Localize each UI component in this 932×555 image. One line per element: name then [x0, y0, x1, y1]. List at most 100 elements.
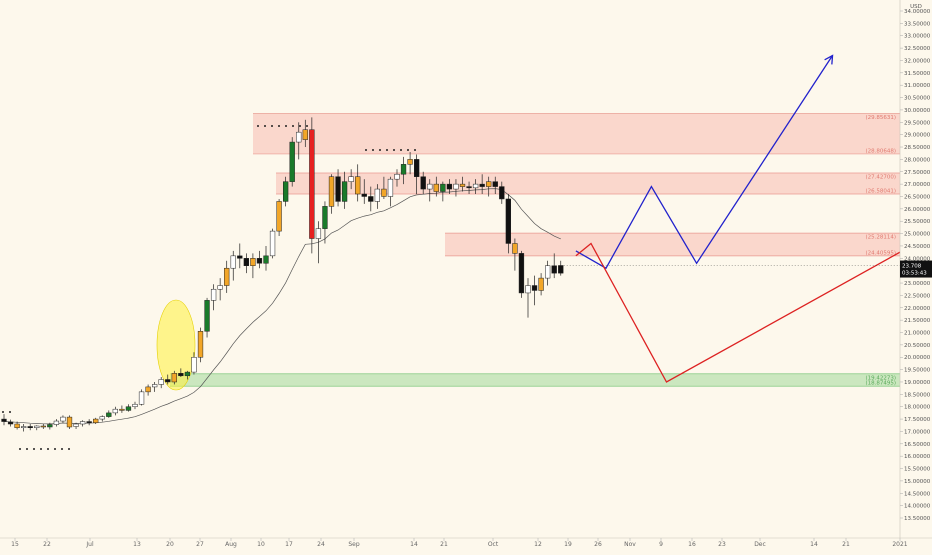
equal-highs-dots	[414, 149, 416, 151]
y-tick-label: 17.50000	[904, 417, 931, 423]
x-tick-label: Sep	[348, 541, 360, 548]
candle-body	[433, 183, 439, 192]
x-tick-label: Jul	[85, 541, 94, 548]
y-tick-label: 32.50000	[904, 46, 931, 52]
x-tick-label: 23	[718, 541, 726, 548]
candle-body	[394, 173, 400, 180]
candle-body	[210, 288, 217, 301]
candle-body	[119, 408, 125, 411]
y-tick-label: 30.50000	[904, 96, 931, 102]
candle-body	[47, 424, 53, 428]
candle-body	[263, 255, 269, 264]
candle-body	[178, 373, 184, 377]
candle-body	[335, 176, 341, 202]
zone-label-top: (19.42273)	[865, 375, 896, 381]
y-tick-label: 18.50000	[904, 392, 931, 398]
candle-body	[341, 181, 348, 202]
candle-body	[512, 243, 518, 254]
equal-highs-dots	[306, 125, 308, 127]
equal-lows-dots	[54, 448, 56, 450]
y-tick-label: 27.50000	[904, 170, 931, 176]
candle-body	[525, 285, 531, 294]
candle-body	[531, 285, 538, 291]
candle-body	[256, 258, 263, 264]
candle-body	[309, 129, 315, 239]
candle-body	[158, 379, 164, 385]
x-tick-label: 24	[317, 541, 325, 548]
candle-body	[93, 418, 99, 424]
candle-body	[250, 258, 256, 266]
price-tag-value: 23.708	[902, 264, 922, 270]
candle-body	[60, 416, 66, 422]
y-tick-label: 29.00000	[904, 133, 931, 139]
candle-body	[66, 416, 73, 428]
equal-highs-dots	[2, 411, 4, 413]
candle-body	[217, 285, 223, 290]
candle-body	[387, 178, 394, 197]
y-tick-label: 21.00000	[904, 331, 931, 337]
zone-resistance	[253, 113, 900, 154]
candle-body	[381, 188, 387, 197]
y-tick-label: 15.00000	[904, 479, 931, 485]
candle-body	[315, 228, 322, 239]
candle-body	[499, 186, 505, 200]
projection-arrowhead	[824, 54, 834, 65]
candle-body	[518, 253, 525, 294]
x-tick-label: Aug	[225, 541, 237, 548]
candle-body	[551, 265, 557, 274]
equal-highs-dots	[386, 149, 388, 151]
x-tick-label: 16	[688, 541, 696, 548]
equal-lows-dots	[61, 448, 63, 450]
y-tick-label: 21.50000	[904, 318, 931, 324]
equal-highs-dots	[379, 149, 381, 151]
y-tick-label: 24.50000	[904, 244, 931, 250]
projection-path	[575, 233, 932, 383]
x-tick-label: 21	[440, 541, 448, 548]
candle-body	[420, 176, 426, 190]
candle-body	[289, 141, 295, 182]
candle-body	[440, 183, 446, 192]
candle-body	[53, 420, 60, 425]
x-tick-label: 2021	[892, 541, 907, 548]
y-tick-label: 33.00000	[904, 34, 931, 40]
candle-body	[427, 183, 433, 190]
candle-body	[152, 384, 158, 388]
x-tick-label: 14	[410, 541, 418, 548]
candle-body	[125, 406, 132, 411]
candle-body	[545, 265, 551, 279]
candle-body	[132, 403, 138, 407]
zone-resistance	[276, 172, 900, 195]
candle-body	[40, 425, 46, 428]
zone-resistance	[445, 233, 900, 256]
equal-lows-dots	[19, 448, 21, 450]
candle-body	[355, 176, 361, 195]
x-tick-label: 15	[11, 541, 19, 548]
y-tick-label: 33.50000	[904, 21, 931, 27]
zone-label-bottom: (24.40595)	[865, 250, 896, 256]
candle-body	[538, 277, 544, 291]
candle-body	[414, 159, 420, 177]
equal-lows-dots	[40, 448, 42, 450]
candle-body	[322, 206, 328, 229]
candle-body	[224, 267, 230, 286]
equal-lows-dots	[33, 448, 35, 450]
y-tick-label: 20.00000	[904, 355, 931, 361]
candle-body	[479, 183, 485, 187]
moving-average-line	[3, 188, 561, 425]
y-tick-label: 32.00000	[904, 58, 931, 64]
equal-highs-dots	[285, 125, 287, 127]
y-tick-label: 17.00000	[904, 429, 931, 435]
candle-body	[400, 164, 407, 175]
y-tick-label: 16.00000	[904, 454, 931, 460]
equal-highs-dots	[257, 125, 259, 127]
x-tick-label: 22	[43, 541, 51, 548]
y-tick-label: 31.50000	[904, 71, 931, 77]
y-tick-label: 26.50000	[904, 194, 931, 200]
currency-label: USD	[910, 4, 922, 10]
y-tick-label: 14.50000	[904, 491, 931, 497]
equal-highs-dots	[365, 149, 367, 151]
candle-body	[368, 196, 374, 202]
x-tick-label: 13	[133, 541, 141, 548]
